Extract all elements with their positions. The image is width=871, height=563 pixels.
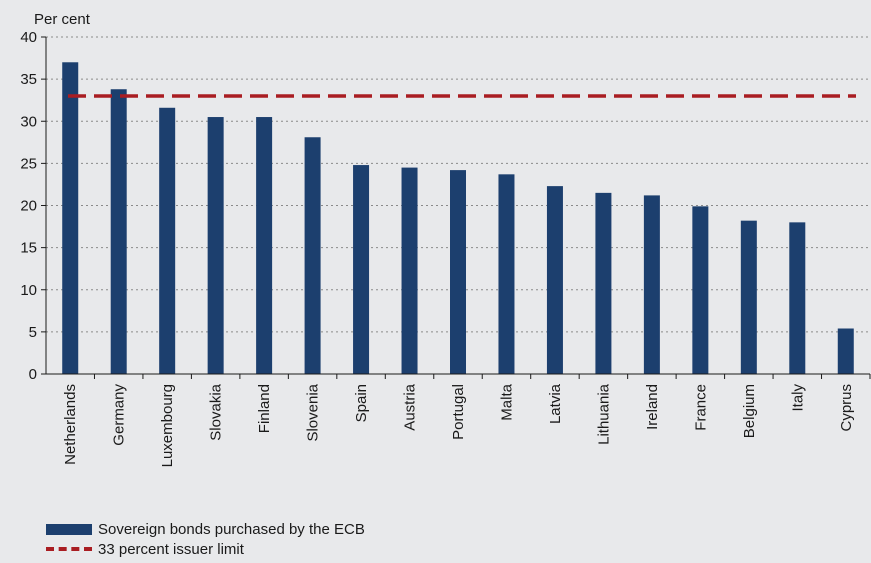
x-tick-label: Latvia (547, 383, 564, 424)
bar (837, 328, 854, 374)
x-tick-label: Luxembourg (159, 384, 176, 467)
y-tick-label: 10 (20, 282, 37, 299)
bars (62, 62, 854, 375)
y-tick-label: 40 (20, 29, 37, 46)
x-tick-label: France (692, 384, 709, 431)
x-tick-label: Netherlands (62, 384, 79, 465)
x-tick-label: Belgium (741, 384, 758, 438)
y-tick-label: 25 (20, 155, 37, 172)
x-tick-label: Spain (353, 384, 370, 422)
x-tick-label: Cyprus (838, 384, 855, 432)
x-tick-label: Portugal (450, 384, 467, 440)
bar (546, 186, 563, 374)
bar (159, 107, 176, 375)
x-tick-label: Germany (111, 384, 128, 446)
y-tick-label: 0 (29, 366, 37, 383)
bar (450, 170, 466, 374)
bar (110, 89, 127, 375)
y-axis-label: Per cent (34, 11, 91, 28)
bar (62, 62, 79, 375)
x-tick-label: Finland (256, 384, 273, 433)
legend-item-bonds: Sovereign bonds purchased by the ECB (46, 519, 365, 539)
y-tick-label: 5 (29, 324, 37, 341)
x-tick-label: Italy (789, 384, 806, 412)
bar (692, 206, 709, 374)
bar (304, 137, 321, 374)
x-tick-label: Slovakia (208, 383, 225, 440)
legend-swatch-line (46, 547, 92, 551)
bar (595, 192, 612, 374)
y-tick-label: 15 (20, 240, 37, 257)
y-tick-label: 30 (20, 113, 37, 130)
x-tick-label: Slovenia (305, 383, 322, 441)
legend-item-limit: 33 percent issuer limit (46, 539, 365, 559)
x-tick-label: Ireland (644, 384, 661, 430)
y-tick-label: 35 (20, 71, 37, 88)
bar (256, 117, 273, 374)
x-tick-label: Lithuania (595, 383, 612, 445)
x-tick-label: Austria (402, 383, 419, 430)
x-axis: Netherlands Germany Luxembourg Slovakia Finl… (46, 373, 871, 467)
bar (789, 222, 806, 374)
legend: Sovereign bonds purchased by the ECB 33 … (46, 519, 365, 559)
y-tick-label: 20 (20, 198, 37, 215)
bar (643, 195, 660, 374)
bar (740, 220, 757, 374)
legend-swatch-bar (46, 523, 92, 535)
x-tick-label: Malta (498, 383, 515, 420)
bar (353, 165, 370, 374)
legend-label-limit: 33 percent issuer limit (98, 540, 244, 558)
bar (498, 174, 515, 374)
legend-label-bonds: Sovereign bonds purchased by the ECB (98, 520, 365, 538)
y-axis: 0 5 10 15 20 25 30 35 40 (20, 29, 47, 383)
bar (401, 167, 418, 374)
bar (207, 117, 224, 374)
